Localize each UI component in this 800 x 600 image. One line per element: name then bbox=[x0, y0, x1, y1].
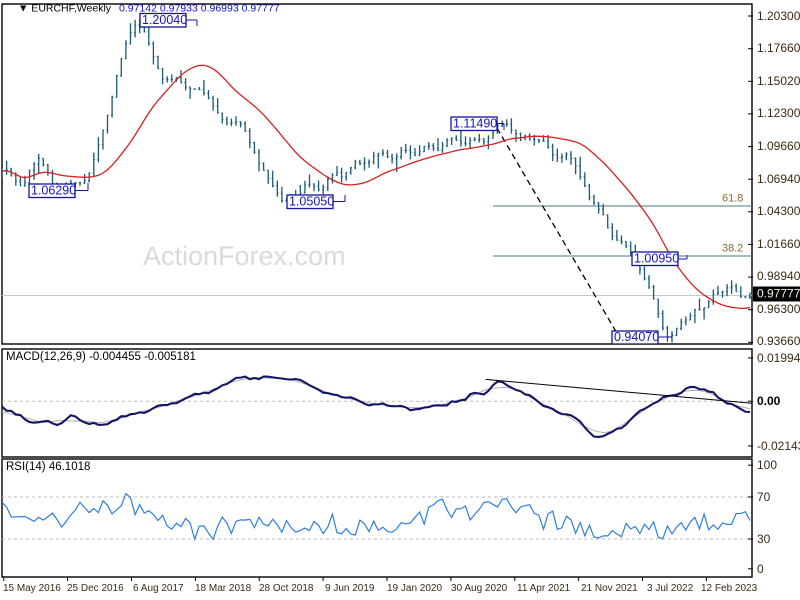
svg-text:0.019943: 0.019943 bbox=[757, 351, 800, 365]
svg-text:1.11490: 1.11490 bbox=[453, 117, 497, 131]
svg-text:11 Apr 2021: 11 Apr 2021 bbox=[517, 583, 571, 594]
svg-text:61.8: 61.8 bbox=[722, 193, 743, 205]
svg-text:1.06940: 1.06940 bbox=[757, 172, 800, 186]
svg-text:6 Aug 2017: 6 Aug 2017 bbox=[133, 583, 184, 594]
svg-text:25 Dec 2016: 25 Dec 2016 bbox=[67, 583, 124, 594]
svg-text:▼ EURCHF,Weekly: ▼ EURCHF,Weekly bbox=[18, 3, 112, 15]
svg-text:21 Nov 2021: 21 Nov 2021 bbox=[581, 583, 638, 594]
svg-text:ActionForex.com: ActionForex.com bbox=[143, 241, 346, 271]
svg-text:1.12300: 1.12300 bbox=[757, 106, 800, 120]
svg-text:1.06290: 1.06290 bbox=[31, 184, 76, 198]
svg-text:30 Aug 2020: 30 Aug 2020 bbox=[451, 583, 508, 594]
svg-text:1.20040: 1.20040 bbox=[142, 13, 187, 27]
svg-text:0.94070: 0.94070 bbox=[614, 330, 659, 344]
svg-text:0: 0 bbox=[757, 562, 764, 576]
svg-text:0.98940: 0.98940 bbox=[757, 269, 800, 283]
svg-text:28 Oct 2018: 28 Oct 2018 bbox=[259, 583, 314, 594]
svg-text:RSI(14) 46.1018: RSI(14) 46.1018 bbox=[6, 461, 90, 473]
svg-text:18 Mar 2018: 18 Mar 2018 bbox=[195, 583, 252, 594]
svg-text:19 Jan 2020: 19 Jan 2020 bbox=[387, 583, 442, 594]
svg-text:9 Jun 2019: 9 Jun 2019 bbox=[325, 583, 375, 594]
svg-text:1.20300: 1.20300 bbox=[757, 9, 800, 23]
svg-text:0.93660: 0.93660 bbox=[757, 334, 800, 348]
svg-text:1.01660: 1.01660 bbox=[757, 237, 800, 251]
svg-text:100: 100 bbox=[757, 458, 777, 472]
svg-text:30: 30 bbox=[757, 532, 771, 546]
svg-text:12 Feb 2023: 12 Feb 2023 bbox=[701, 583, 758, 594]
svg-text:-0.021434: -0.021434 bbox=[757, 439, 800, 453]
svg-text:1.09660: 1.09660 bbox=[757, 139, 800, 153]
svg-text:1.05050: 1.05050 bbox=[289, 195, 334, 209]
svg-text:38.2: 38.2 bbox=[722, 243, 743, 255]
svg-text:15 May 2016: 15 May 2016 bbox=[3, 583, 61, 594]
svg-text:1.17660: 1.17660 bbox=[757, 41, 800, 55]
svg-text:70: 70 bbox=[757, 490, 771, 504]
svg-text:0.96300: 0.96300 bbox=[757, 302, 800, 316]
svg-text:0.00: 0.00 bbox=[757, 394, 781, 408]
svg-text:MACD(12,26,9) -0.004455 -0.005: MACD(12,26,9) -0.004455 -0.005181 bbox=[6, 351, 196, 363]
svg-text:0.97142 0.97933 0.96993 0.9777: 0.97142 0.97933 0.96993 0.97777 bbox=[119, 3, 280, 15]
svg-text:0.97777: 0.97777 bbox=[757, 287, 800, 301]
svg-text:3 Jul 2022: 3 Jul 2022 bbox=[647, 583, 694, 594]
svg-text:1.00950: 1.00950 bbox=[634, 252, 679, 266]
svg-text:1.15020: 1.15020 bbox=[757, 74, 800, 88]
svg-text:1.04300: 1.04300 bbox=[757, 204, 800, 218]
